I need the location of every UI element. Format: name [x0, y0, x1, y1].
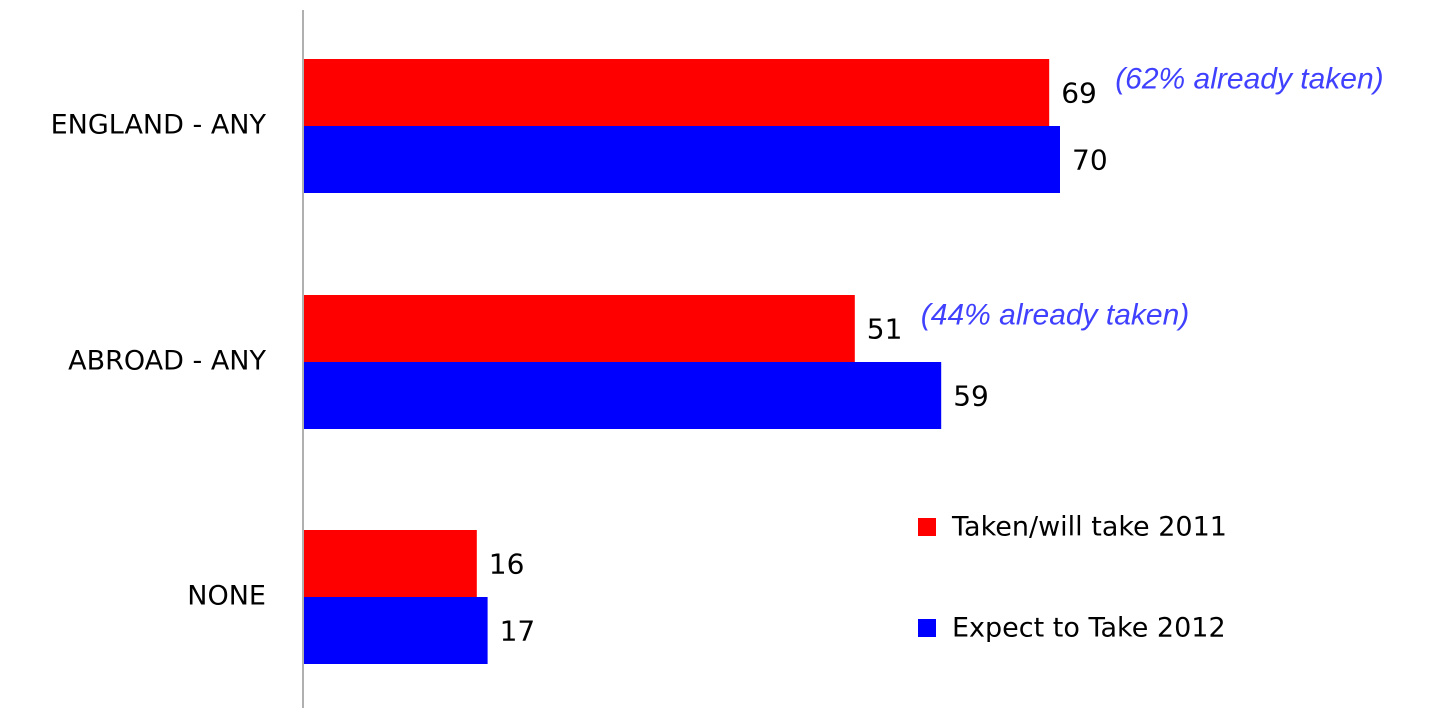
annotation-abroad-any: (44% already taken): [921, 298, 1189, 331]
data-label-abroad-any-expect-to-take-2012: 59: [953, 380, 989, 413]
annotation-england-any: (62% already taken): [1115, 62, 1383, 95]
bars-layer: [304, 59, 1060, 664]
data-label-england-any-taken-will-take-2011: 69: [1061, 77, 1097, 110]
category-label-england-any: ENGLAND - ANY: [51, 110, 267, 141]
data-label-abroad-any-taken-will-take-2011: 51: [867, 313, 903, 346]
bar-none-taken-will-take-2011: [304, 530, 477, 597]
bar-none-expect-to-take-2012: [304, 597, 488, 664]
legend-label-expect-to-take-2012: Expect to Take 2012: [952, 613, 1226, 644]
labels-layer: ENGLAND - ANY 69 (62% already taken) 70 ABRO…: [51, 62, 1384, 647]
bar-england-any-expect-to-take-2012: [304, 126, 1060, 193]
legend-label-taken-will-take-2011: Taken/will take 2011: [951, 512, 1227, 543]
data-label-england-any-expect-to-take-2012: 70: [1072, 144, 1108, 177]
data-label-none-expect-to-take-2012: 17: [500, 615, 536, 648]
legend-swatch-taken-will-take-2011: [918, 518, 936, 536]
bar-abroad-any-taken-will-take-2011: [304, 295, 855, 362]
bar-abroad-any-expect-to-take-2012: [304, 362, 942, 429]
legend: Taken/will take 2011 Expect to Take 2012: [918, 512, 1227, 644]
category-label-abroad-any: ABROAD - ANY: [68, 346, 266, 377]
data-label-none-taken-will-take-2011: 16: [489, 548, 525, 581]
bar-england-any-taken-will-take-2011: [304, 59, 1050, 126]
category-label-none: NONE: [187, 581, 266, 612]
legend-swatch-expect-to-take-2012: [918, 619, 936, 637]
